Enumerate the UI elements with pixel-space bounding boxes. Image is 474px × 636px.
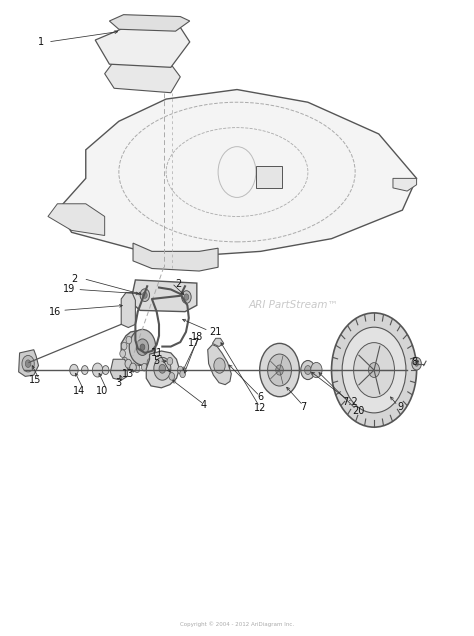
Text: 10: 10 [96, 386, 109, 396]
Circle shape [127, 363, 133, 370]
Text: 14: 14 [73, 386, 85, 396]
Circle shape [412, 357, 421, 370]
Text: ARI PartStream™: ARI PartStream™ [249, 300, 338, 310]
Circle shape [137, 339, 149, 356]
Text: 7:2: 7:2 [343, 397, 358, 407]
Text: 19: 19 [63, 284, 75, 294]
Text: 8: 8 [411, 357, 417, 368]
Text: 7: 7 [300, 402, 306, 412]
Text: 12: 12 [255, 403, 267, 413]
Circle shape [122, 357, 128, 365]
Circle shape [141, 363, 147, 371]
Circle shape [177, 366, 183, 374]
Text: 6: 6 [257, 392, 264, 403]
Circle shape [154, 357, 171, 380]
Text: 11: 11 [151, 348, 163, 358]
Circle shape [70, 364, 78, 376]
Circle shape [260, 343, 300, 397]
Circle shape [268, 354, 292, 386]
Circle shape [130, 363, 137, 372]
Circle shape [311, 363, 322, 378]
Text: 4: 4 [201, 400, 207, 410]
Text: 18: 18 [191, 332, 203, 342]
Polygon shape [18, 350, 38, 377]
FancyBboxPatch shape [256, 166, 282, 188]
Circle shape [82, 366, 88, 375]
Text: 2: 2 [71, 273, 77, 284]
Text: 13: 13 [122, 369, 135, 379]
Circle shape [305, 366, 311, 375]
Circle shape [129, 329, 156, 365]
Text: 16: 16 [49, 307, 61, 317]
Circle shape [134, 365, 140, 373]
Circle shape [140, 289, 150, 301]
Text: 15: 15 [28, 375, 41, 385]
Circle shape [354, 343, 394, 398]
Polygon shape [121, 293, 136, 328]
Polygon shape [393, 178, 417, 191]
Circle shape [169, 373, 174, 380]
Text: 3: 3 [115, 378, 121, 389]
Circle shape [342, 327, 406, 413]
Polygon shape [105, 61, 180, 93]
Polygon shape [110, 359, 128, 380]
Circle shape [167, 357, 173, 365]
Circle shape [276, 365, 283, 375]
Circle shape [126, 336, 132, 344]
Circle shape [121, 342, 127, 350]
Polygon shape [133, 243, 218, 271]
Circle shape [143, 292, 147, 298]
Text: 5: 5 [154, 356, 160, 366]
Polygon shape [208, 345, 231, 385]
Text: 20: 20 [353, 406, 365, 417]
Polygon shape [95, 26, 190, 67]
Text: 1: 1 [38, 37, 44, 47]
Polygon shape [48, 204, 105, 235]
Circle shape [301, 361, 315, 380]
Circle shape [331, 313, 417, 427]
Circle shape [92, 363, 103, 377]
Circle shape [125, 359, 132, 368]
Circle shape [147, 359, 153, 366]
Text: 17: 17 [188, 338, 201, 349]
Polygon shape [109, 15, 190, 31]
Circle shape [182, 291, 191, 303]
Polygon shape [146, 351, 179, 388]
Circle shape [180, 370, 185, 378]
Circle shape [214, 358, 225, 373]
Circle shape [415, 361, 419, 366]
Circle shape [120, 350, 126, 357]
Circle shape [159, 364, 165, 373]
Circle shape [25, 360, 31, 368]
Text: 21: 21 [210, 327, 222, 337]
Polygon shape [57, 90, 417, 254]
Polygon shape [131, 280, 197, 312]
Text: Copyright © 2004 - 2012 AriDiagram Inc.: Copyright © 2004 - 2012 AriDiagram Inc. [180, 621, 294, 626]
Circle shape [102, 366, 109, 375]
Circle shape [184, 294, 189, 300]
Text: 9: 9 [397, 402, 403, 412]
Circle shape [368, 363, 380, 377]
Text: 2: 2 [175, 279, 181, 289]
Circle shape [140, 344, 145, 350]
Polygon shape [212, 338, 224, 347]
Polygon shape [121, 331, 153, 366]
Circle shape [22, 356, 34, 372]
